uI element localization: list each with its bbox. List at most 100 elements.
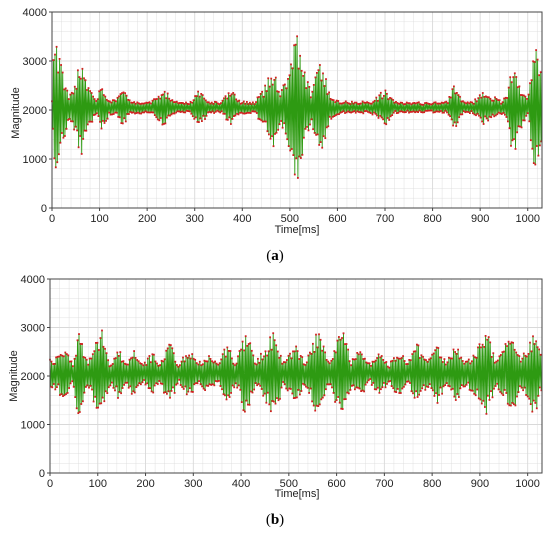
data-point	[74, 125, 77, 128]
data-point	[477, 97, 480, 100]
data-point	[321, 396, 324, 399]
data-point	[318, 333, 320, 336]
x-tick-label: 900	[471, 213, 489, 225]
x-tick-label: 400	[232, 478, 250, 490]
data-point	[527, 93, 530, 96]
data-point	[310, 118, 313, 121]
data-point	[235, 98, 238, 101]
data-point	[68, 387, 70, 389]
data-point	[82, 400, 84, 403]
data-point	[205, 384, 208, 387]
data-point	[426, 360, 429, 363]
data-point	[250, 103, 253, 105]
data-point	[158, 380, 161, 382]
data-point	[116, 96, 119, 99]
data-point	[472, 112, 474, 115]
data-point	[273, 400, 275, 403]
data-point	[279, 354, 282, 357]
data-point	[263, 392, 266, 395]
data-point	[379, 356, 382, 359]
data-point	[374, 112, 377, 115]
data-point	[216, 380, 219, 383]
data-point	[494, 96, 496, 99]
data-point	[124, 92, 126, 95]
data-point	[137, 111, 139, 114]
data-point	[436, 102, 438, 105]
data-point	[320, 398, 323, 401]
data-point	[176, 364, 178, 366]
data-point	[360, 353, 363, 356]
data-point	[386, 383, 388, 385]
data-point	[443, 101, 446, 104]
data-point	[241, 102, 244, 104]
data-point	[86, 89, 88, 91]
data-point	[393, 357, 395, 359]
data-point	[406, 363, 409, 365]
data-point	[210, 384, 213, 386]
data-point	[493, 115, 496, 118]
data-point	[521, 357, 524, 360]
data-point	[462, 100, 464, 103]
data-point	[163, 123, 165, 125]
data-point	[90, 92, 93, 94]
data-point	[396, 388, 399, 390]
data-point	[497, 99, 499, 101]
data-point	[535, 340, 537, 343]
data-point	[272, 332, 275, 335]
data-point	[435, 346, 438, 349]
data-point	[383, 382, 385, 384]
data-point	[153, 353, 155, 356]
data-point	[71, 120, 74, 123]
data-point	[461, 360, 464, 362]
data-point	[62, 395, 64, 397]
data-point	[291, 392, 294, 395]
data-point	[282, 381, 284, 383]
data-point	[191, 353, 194, 355]
data-point	[492, 99, 495, 102]
data-point	[424, 388, 427, 391]
data-point	[282, 84, 285, 87]
data-point	[377, 117, 380, 119]
data-point	[331, 98, 333, 101]
data-point	[56, 355, 59, 358]
data-point	[451, 88, 454, 91]
data-point	[128, 113, 130, 115]
data-point	[121, 122, 124, 125]
data-point	[278, 123, 281, 126]
data-point	[302, 382, 304, 385]
data-point	[220, 358, 223, 361]
data-point	[427, 386, 430, 388]
data-point	[242, 409, 245, 412]
data-point	[351, 384, 353, 387]
data-point	[136, 359, 138, 361]
data-point	[430, 103, 432, 106]
data-point	[80, 77, 82, 80]
data-point	[532, 162, 535, 164]
data-point	[521, 94, 524, 96]
data-point	[164, 391, 167, 393]
data-point	[64, 351, 67, 354]
data-point	[393, 390, 396, 393]
data-point	[285, 87, 288, 90]
data-point	[482, 123, 485, 125]
data-point	[456, 121, 459, 124]
data-point	[396, 102, 399, 104]
y-tick-label: 0	[41, 203, 47, 215]
data-point	[96, 98, 99, 101]
data-point	[196, 121, 199, 123]
data-point	[215, 101, 218, 103]
data-point	[459, 95, 461, 98]
data-point	[437, 110, 439, 113]
data-point	[247, 403, 249, 406]
data-point	[179, 111, 182, 113]
data-point	[414, 111, 416, 114]
data-point	[127, 99, 129, 101]
data-point	[87, 363, 90, 366]
data-point	[538, 74, 540, 77]
data-point	[455, 125, 458, 127]
data-point	[232, 362, 235, 365]
data-point	[238, 99, 241, 102]
data-point	[504, 113, 506, 116]
data-point	[233, 386, 236, 389]
data-point	[261, 90, 263, 93]
